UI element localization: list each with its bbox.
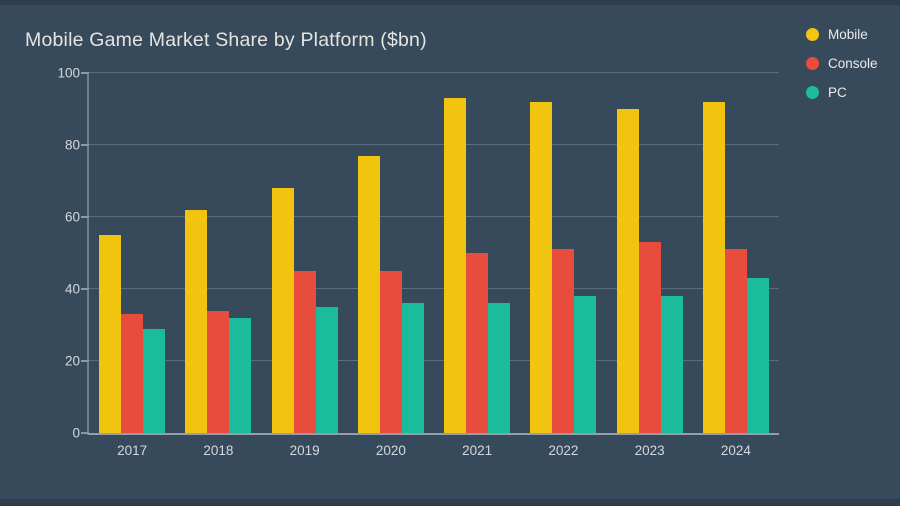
bar-pc-2024 bbox=[746, 278, 769, 433]
bar-group-2019: 2019 bbox=[262, 73, 348, 458]
gridline-100 bbox=[89, 72, 779, 73]
x-tick-label-2020: 2020 bbox=[375, 443, 406, 458]
bar-groups: 2017 2018 2019 2020 2021 2022 2023 2024 bbox=[89, 73, 779, 458]
bar-console-2017 bbox=[121, 314, 144, 433]
x-tick-label-2018: 2018 bbox=[203, 443, 234, 458]
legend-item-pc[interactable]: PC bbox=[806, 82, 878, 102]
y-tick-label-100: 100 bbox=[57, 65, 80, 81]
y-axis-tick-80 bbox=[81, 144, 89, 146]
y-axis-tick-40 bbox=[81, 288, 89, 290]
bar-group-2018: 2018 bbox=[175, 73, 261, 458]
bar-pc-2020 bbox=[401, 303, 424, 433]
bar-group-2017: 2017 bbox=[89, 73, 175, 458]
bar-console-2024 bbox=[724, 249, 747, 433]
legend-label-pc: PC bbox=[828, 84, 847, 100]
y-tick-label-60: 60 bbox=[64, 209, 80, 225]
top-edge-band bbox=[0, 0, 900, 5]
bar-pc-2017 bbox=[143, 328, 166, 433]
bar-group-2024: 2024 bbox=[693, 73, 779, 458]
gridline-60 bbox=[89, 216, 779, 217]
y-tick-label-80: 80 bbox=[64, 137, 80, 153]
plot-area: 0 20 40 60 80 100 2017 2018 2019 2020 2021 2022 2023… bbox=[57, 66, 779, 458]
bar-mobile-2017 bbox=[99, 235, 122, 433]
bar-pc-2019 bbox=[315, 307, 338, 433]
bar-console-2021 bbox=[466, 253, 489, 433]
legend-label-mobile: Mobile bbox=[828, 26, 868, 42]
y-axis-tick-60 bbox=[81, 216, 89, 218]
bar-console-2020 bbox=[379, 271, 402, 433]
y-axis-tick-20 bbox=[81, 360, 89, 362]
gridline-80 bbox=[89, 144, 779, 145]
legend: Mobile Console PC bbox=[806, 24, 878, 111]
legend-marker-mobile-icon bbox=[806, 27, 819, 41]
bar-mobile-2022 bbox=[530, 101, 553, 433]
legend-label-console: Console bbox=[828, 55, 878, 71]
x-tick-label-2024: 2024 bbox=[720, 443, 751, 458]
x-tick-label-2017: 2017 bbox=[117, 443, 148, 458]
legend-marker-console-icon bbox=[806, 56, 819, 70]
bar-group-2022: 2022 bbox=[520, 73, 606, 458]
chart-title: Mobile Game Market Share by Platform ($b… bbox=[25, 29, 427, 51]
bar-group-2023: 2023 bbox=[607, 73, 693, 458]
bar-console-2019 bbox=[293, 271, 316, 433]
bar-mobile-2023 bbox=[616, 109, 639, 433]
x-tick-label-2021: 2021 bbox=[462, 443, 493, 458]
bar-mobile-2020 bbox=[357, 155, 380, 433]
legend-item-mobile[interactable]: Mobile bbox=[806, 24, 878, 44]
legend-marker-pc-icon bbox=[806, 85, 819, 99]
gridline-40 bbox=[89, 288, 779, 289]
bar-group-2021: 2021 bbox=[434, 73, 520, 458]
gridline-20 bbox=[89, 360, 779, 361]
y-axis-tick-100 bbox=[81, 72, 89, 74]
y-axis-tick-0 bbox=[81, 432, 89, 434]
x-tick-label-2019: 2019 bbox=[289, 443, 320, 458]
bar-mobile-2019 bbox=[271, 188, 294, 433]
bottom-edge-band bbox=[0, 499, 900, 506]
bar-pc-2018 bbox=[229, 317, 252, 433]
bar-pc-2022 bbox=[574, 296, 597, 433]
x-tick-label-2023: 2023 bbox=[634, 443, 665, 458]
legend-item-console[interactable]: Console bbox=[806, 53, 878, 73]
bar-pc-2023 bbox=[660, 296, 683, 433]
bar-console-2023 bbox=[638, 242, 661, 433]
bar-group-2020: 2020 bbox=[348, 73, 434, 458]
bar-mobile-2018 bbox=[185, 209, 208, 433]
y-tick-label-0: 0 bbox=[72, 425, 80, 441]
y-tick-label-20: 20 bbox=[64, 353, 80, 369]
bar-mobile-2024 bbox=[702, 101, 725, 433]
bar-console-2018 bbox=[207, 310, 230, 433]
bar-mobile-2021 bbox=[444, 98, 467, 433]
bar-console-2022 bbox=[552, 249, 575, 433]
y-tick-label-40: 40 bbox=[64, 281, 80, 297]
x-tick-label-2022: 2022 bbox=[548, 443, 579, 458]
bar-pc-2021 bbox=[488, 303, 511, 433]
